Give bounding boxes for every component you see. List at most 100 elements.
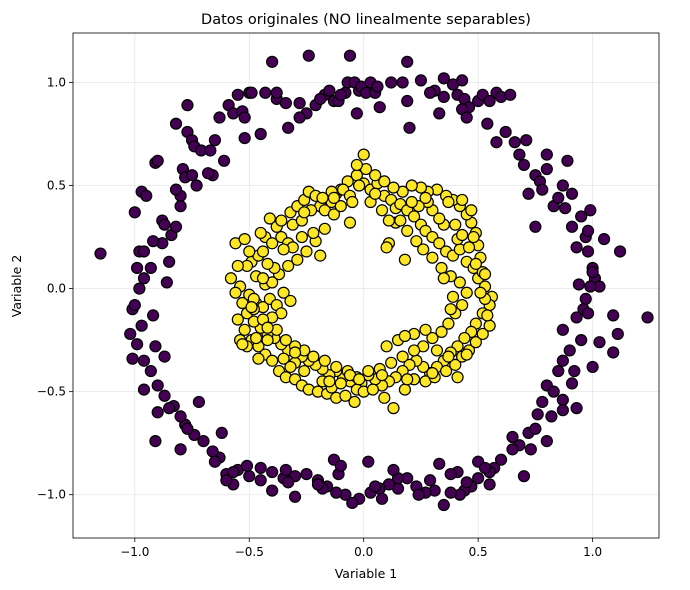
outer-ring-point — [323, 84, 336, 97]
inner-ring-point — [417, 243, 430, 256]
inner-ring-point — [346, 195, 359, 209]
inner-ring-point — [353, 179, 366, 192]
inner-ring-point — [277, 352, 290, 365]
outer-ring-point — [147, 309, 160, 322]
outer-ring-point — [444, 468, 457, 481]
outer-ring-point — [208, 134, 222, 147]
outer-ring-point — [208, 455, 222, 468]
outer-ring-point — [607, 346, 620, 359]
outer-ring-point — [561, 154, 574, 167]
inner-ring-point — [238, 323, 251, 336]
inner-ring-point — [348, 395, 361, 409]
x-axis-label: Variable 1 — [335, 566, 398, 581]
outer-ring-point — [401, 94, 414, 108]
inner-ring-point — [263, 212, 276, 225]
outer-ring-point — [529, 422, 542, 435]
outer-ring-point — [483, 94, 496, 108]
inner-ring-point — [330, 360, 343, 374]
outer-ring-point — [243, 470, 256, 483]
outer-ring-point — [508, 136, 521, 149]
outer-ring-point — [556, 323, 569, 336]
inner-ring-point — [279, 334, 292, 347]
outer-ring-point — [137, 354, 151, 367]
outer-ring-point — [314, 92, 327, 106]
outer-ring-point — [160, 276, 173, 289]
inner-ring-point — [357, 148, 370, 161]
inner-ring-point — [440, 364, 453, 378]
inner-ring-point — [449, 358, 462, 371]
outer-ring-point — [213, 111, 226, 124]
outer-ring-point — [556, 404, 569, 417]
outer-ring-point — [254, 461, 267, 475]
outer-ring-point — [563, 344, 576, 357]
inner-ring-point — [256, 272, 270, 285]
inner-ring-point — [382, 214, 395, 227]
outer-ring-point — [540, 435, 553, 448]
outer-ring-point — [444, 486, 457, 499]
inner-ring-point — [300, 245, 313, 258]
outer-ring-point — [387, 463, 400, 477]
outer-ring-point — [151, 379, 164, 392]
outer-ring-point — [158, 218, 171, 231]
inner-ring-point — [307, 226, 320, 240]
y-tick-label: 0.0 — [47, 282, 66, 296]
inner-ring-point — [254, 226, 267, 240]
outer-ring-point — [270, 86, 283, 99]
inner-ring-point — [426, 331, 439, 345]
x-tick-label: −0.5 — [235, 545, 264, 559]
outer-ring-point — [137, 383, 151, 396]
outer-ring-point — [215, 426, 228, 439]
inner-ring-point — [284, 294, 297, 308]
axis-ticks: −1.0 −0.5 0.0 0.5 1.0 −1.0 −0.5 0.0 0.5 1.0 — [37, 75, 602, 559]
x-tick-label: 0.0 — [354, 545, 373, 559]
inner-ring-point — [295, 230, 309, 244]
outer-ring-point — [282, 121, 295, 134]
outer-ring-point — [135, 319, 148, 332]
outer-ring-point — [556, 179, 569, 192]
outer-ring-point — [412, 488, 425, 501]
inner-ring-point — [291, 253, 304, 266]
inner-ring-point — [231, 313, 244, 326]
inner-ring-point — [266, 354, 279, 367]
outer-ring-point — [499, 125, 512, 139]
inner-ring-point — [410, 235, 423, 248]
inner-ring-point — [387, 181, 400, 194]
inner-ring-point — [469, 336, 482, 349]
outer-ring-point — [137, 272, 151, 285]
inner-ring-point — [456, 228, 469, 242]
outer-ring-point — [460, 476, 473, 489]
inner-ring-point — [378, 391, 391, 404]
inner-ring-point — [435, 325, 448, 338]
outer-ring-point — [568, 364, 581, 378]
outer-ring-point — [536, 183, 549, 196]
inner-ring-point — [458, 331, 471, 345]
outer-ring-point — [293, 111, 306, 124]
inner-ring-point — [224, 272, 238, 285]
outer-ring-point — [586, 360, 599, 374]
outer-ring-point — [565, 220, 579, 233]
outer-ring-point — [437, 90, 450, 103]
outer-ring-point — [149, 435, 162, 448]
inner-ring-point — [469, 257, 482, 270]
inner-ring-point — [407, 344, 421, 357]
inner-ring-point — [435, 261, 448, 275]
inner-ring-point — [407, 210, 421, 223]
outer-ring-point — [346, 496, 359, 510]
outer-ring-point — [494, 453, 508, 466]
outer-ring-point — [151, 154, 164, 167]
outer-ring-point — [266, 55, 279, 68]
outer-ring-point — [144, 364, 157, 378]
inner-ring-point — [460, 286, 473, 299]
outer-ring-point — [472, 472, 485, 485]
outer-ring-point — [559, 202, 572, 215]
outer-ring-point — [206, 445, 219, 458]
outer-ring-point — [330, 486, 343, 499]
outer-ring-point — [133, 282, 146, 295]
outer-ring-point — [181, 99, 194, 112]
inner-ring-point — [380, 241, 393, 254]
outer-ring-point — [552, 364, 565, 378]
inner-ring-point — [323, 375, 336, 388]
outer-ring-point — [517, 470, 531, 483]
outer-ring-point — [460, 111, 473, 124]
